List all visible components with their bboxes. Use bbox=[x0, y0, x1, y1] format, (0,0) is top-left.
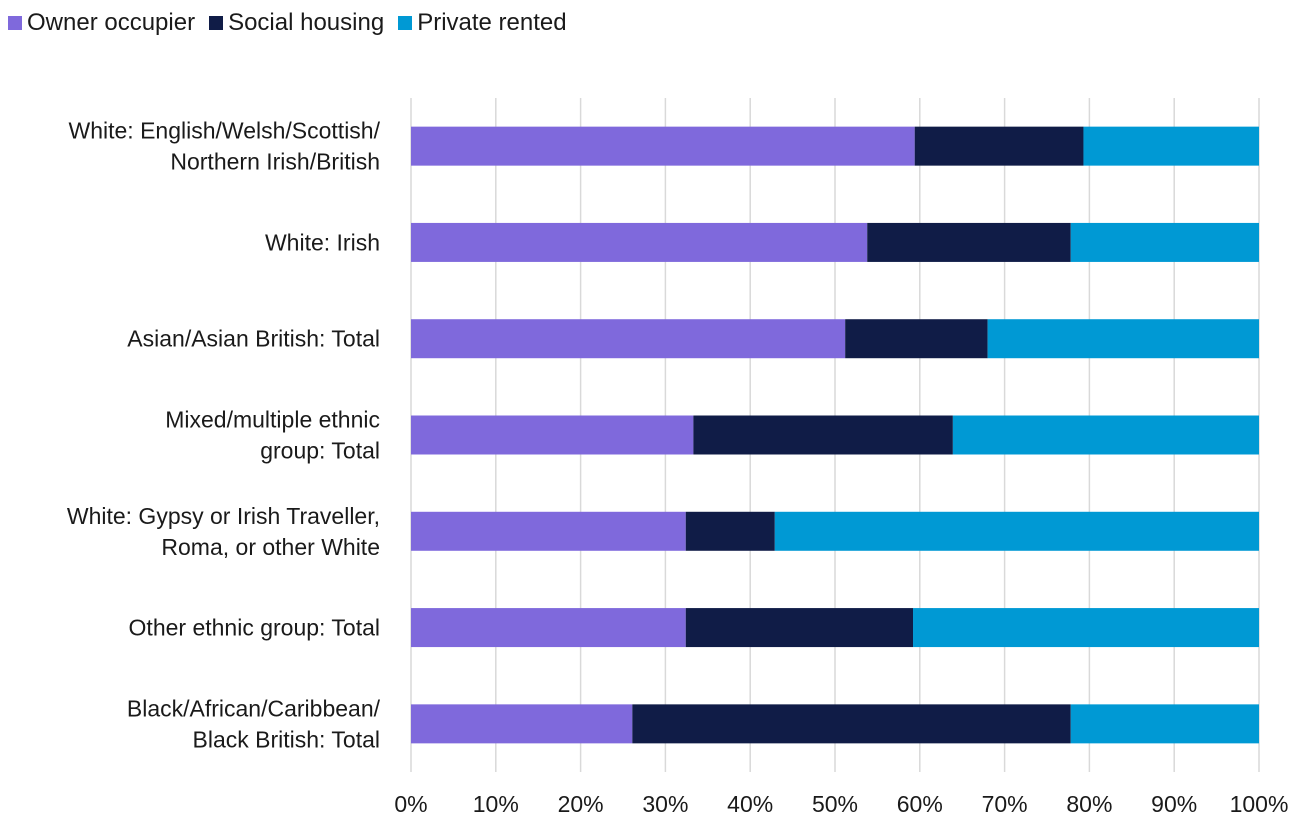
x-tick-label: 50% bbox=[812, 791, 858, 817]
x-tick-label: 60% bbox=[897, 791, 943, 817]
category-label-line: Roma, or other White bbox=[161, 534, 380, 560]
category-label: Other ethnic group: Total bbox=[129, 615, 380, 641]
bar-owner-occupier bbox=[411, 608, 686, 648]
x-tick-label: 100% bbox=[1230, 791, 1289, 817]
category-label-line: Black British: Total bbox=[193, 726, 380, 752]
bar-private-rented bbox=[913, 608, 1259, 648]
category-label-line: Northern Irish/British bbox=[170, 149, 380, 175]
legend-item-private-rented: Private rented bbox=[398, 8, 567, 38]
category-label-line: Mixed/multiple ethnic bbox=[165, 407, 380, 433]
category-label: Black/African/Caribbean/Black British: T… bbox=[127, 695, 381, 752]
bar-private-rented bbox=[1083, 126, 1259, 166]
x-tick-label: 40% bbox=[727, 791, 773, 817]
category-label: Asian/Asian British: Total bbox=[127, 326, 380, 352]
bar-private-rented bbox=[774, 511, 1259, 551]
category-label-line: Asian/Asian British: Total bbox=[127, 326, 380, 352]
category-label-line: White: English/Welsh/Scottish/ bbox=[69, 118, 381, 144]
category-label: White: English/Welsh/Scottish/Northern I… bbox=[69, 118, 381, 175]
bar-private-rented bbox=[952, 415, 1259, 455]
x-tick-label: 0% bbox=[394, 791, 427, 817]
bar-private-rented bbox=[1070, 222, 1259, 262]
bar-social-housing bbox=[685, 511, 775, 551]
x-tick-label: 90% bbox=[1151, 791, 1197, 817]
category-label-line: White: Irish bbox=[265, 229, 380, 255]
bar-owner-occupier bbox=[411, 222, 868, 262]
x-tick-label: 10% bbox=[473, 791, 519, 817]
bar-social-housing bbox=[693, 415, 953, 455]
bar-social-housing bbox=[845, 319, 988, 359]
category-label: Mixed/multiple ethnic group: Total bbox=[165, 407, 380, 464]
category-label-line: Other ethnic group: Total bbox=[129, 615, 380, 641]
legend: Owner occupier Social housing Private re… bbox=[8, 8, 581, 38]
bar-owner-occupier bbox=[411, 415, 694, 455]
x-tick-label: 20% bbox=[558, 791, 604, 817]
x-tick-labels: 0% 10% 20% 30% 40% 50% 60% 70% 80% 90% 100% bbox=[394, 791, 1288, 817]
legend-label-social-housing: Social housing bbox=[228, 9, 385, 36]
bar-owner-occupier bbox=[411, 126, 915, 166]
bar-owner-occupier bbox=[411, 704, 633, 744]
category-label-line: group: Total bbox=[260, 438, 380, 464]
category-labels: White: English/Welsh/Scottish/Northern I… bbox=[67, 118, 381, 753]
x-tick-label: 70% bbox=[982, 791, 1028, 817]
legend-swatch-private-rented bbox=[398, 16, 413, 30]
bar-social-housing bbox=[867, 222, 1071, 262]
x-tick-label: 30% bbox=[642, 791, 688, 817]
category-label: White: Gypsy or Irish Traveller, Roma, or… bbox=[67, 503, 380, 560]
bar-owner-occupier bbox=[411, 319, 846, 359]
x-tick-label: 80% bbox=[1066, 791, 1112, 817]
bar-owner-occupier bbox=[411, 511, 686, 551]
legend-item-owner-occupier: Owner occupier bbox=[8, 8, 195, 38]
category-label-line: Black/African/Caribbean/ bbox=[127, 695, 381, 721]
legend-swatch-owner-occupier bbox=[8, 16, 22, 30]
bar-social-housing bbox=[914, 126, 1084, 166]
bar-private-rented bbox=[1070, 704, 1259, 744]
bar-social-housing bbox=[685, 608, 914, 648]
category-label-line: White: Gypsy or Irish Traveller, bbox=[67, 503, 380, 529]
bars bbox=[411, 126, 1259, 744]
legend-item-social-housing: Social housing bbox=[209, 8, 384, 38]
legend-label-private-rented: Private rented bbox=[417, 9, 567, 36]
bar-private-rented bbox=[987, 319, 1259, 359]
legend-swatch-social-housing bbox=[209, 16, 224, 30]
bar-social-housing bbox=[632, 704, 1071, 744]
category-label: White: Irish bbox=[265, 229, 380, 255]
legend-label-owner-occupier: Owner occupier bbox=[27, 9, 196, 36]
